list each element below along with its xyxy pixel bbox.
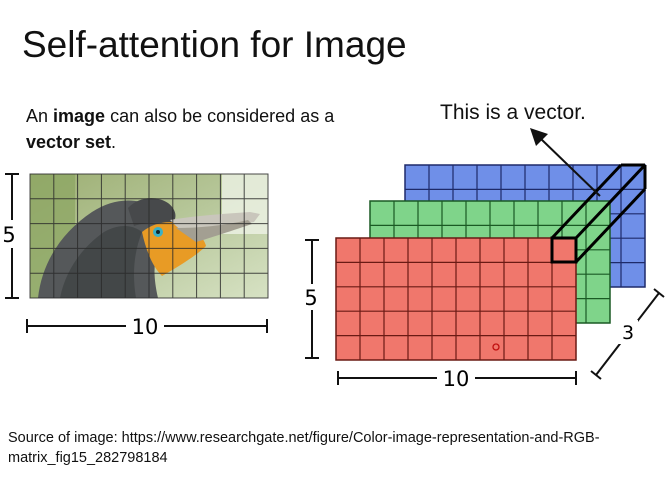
image-source-note: Source of image: https://www.researchgat…: [8, 430, 600, 466]
slide-description: An image can also be considered as a vec…: [26, 103, 346, 155]
rgb-height-label: 5: [304, 286, 317, 310]
vector-label: This is a vector.: [440, 101, 586, 124]
rgb-width-label: 10: [443, 367, 470, 391]
red-dot-marker: [492, 343, 500, 351]
desc-bold-image: image: [53, 106, 106, 126]
red-channel-grid: [335, 237, 577, 361]
vector-arrow: [530, 128, 601, 197]
bird-height-label: 5: [2, 223, 15, 247]
slide-title: Self-attention for Image: [22, 24, 407, 65]
desc-text-1: An: [26, 106, 54, 126]
bird-width-label: 10: [132, 315, 159, 339]
desc-bold-vector-set: vector set: [26, 132, 112, 152]
vector-prism: [550, 163, 647, 264]
bird-image: [29, 173, 269, 299]
desc-text-3: .: [111, 132, 117, 152]
rgb-depth-label: 3: [622, 322, 634, 344]
desc-text-2: can also be considered as a: [105, 106, 335, 126]
